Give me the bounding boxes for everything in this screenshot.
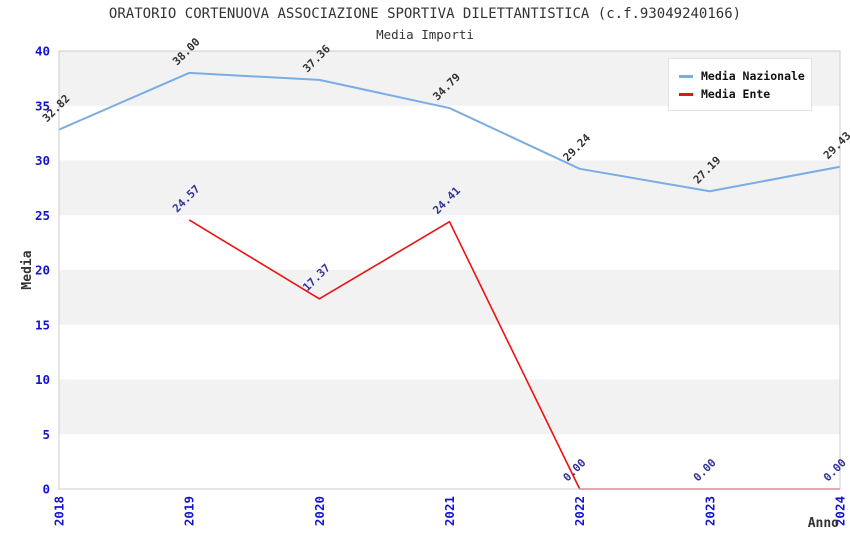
- legend-line-swatch-nazionale: [679, 74, 693, 78]
- plot-border: [58, 50, 841, 490]
- x-tick-label: 2020: [312, 496, 327, 526]
- chart-title: ORATORIO CORTENUOVA ASSOCIAZIONE SPORTIV…: [108, 6, 742, 22]
- x-tick-label: 2018: [52, 496, 67, 526]
- x-tick-label: 2023: [702, 496, 717, 526]
- y-tick-label: 25: [35, 208, 50, 223]
- plot-band: [59, 105, 840, 161]
- x-tick-label: 2022: [572, 496, 587, 526]
- x-tick-label: 2019: [182, 496, 197, 526]
- chart-subtitle: Media Importi: [376, 27, 474, 42]
- legend: Media Nazionale Media Ente: [668, 58, 812, 111]
- plot-band: [59, 379, 840, 435]
- plot-band: [59, 324, 840, 380]
- legend-label-ente: Media Ente: [701, 87, 771, 101]
- y-tick-label: 0: [42, 482, 50, 497]
- plot-band: [59, 270, 840, 325]
- legend-item-media-ente: Media Ente: [677, 86, 803, 102]
- y-tick-label: 35: [35, 98, 50, 113]
- x-tick-label: 2024: [833, 496, 848, 526]
- y-tick-label: 30: [35, 153, 50, 168]
- plot-band: [59, 160, 840, 216]
- x-tick-label: 2021: [442, 496, 457, 526]
- plot-band: [59, 215, 840, 270]
- y-axis-title: Media: [20, 250, 35, 289]
- legend-label-nazionale: Media Nazionale: [701, 69, 805, 83]
- y-tick-label: 40: [35, 44, 50, 59]
- x-axis-title: Anno: [808, 516, 839, 531]
- plot-band: [59, 434, 840, 489]
- legend-item-media-nazionale: Media Nazionale: [677, 68, 805, 84]
- y-tick-label: 10: [35, 372, 50, 387]
- series-line-media-nazionale: [58, 71, 841, 193]
- y-tick-label: 20: [35, 263, 50, 278]
- y-tick-label: 15: [35, 317, 50, 332]
- legend-line-swatch-ente: [679, 92, 693, 96]
- y-tick-label: 5: [42, 427, 50, 442]
